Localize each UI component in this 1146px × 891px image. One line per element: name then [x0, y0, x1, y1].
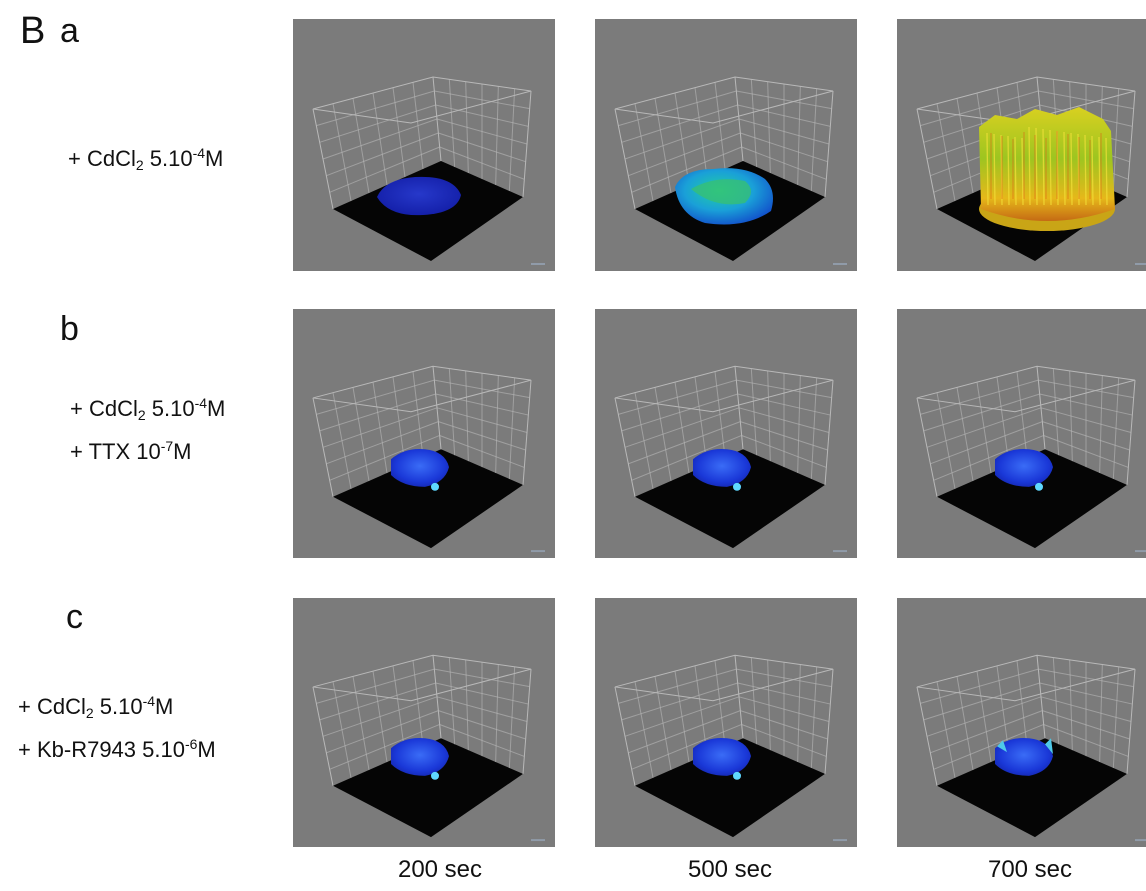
- condition-line: + CdCl2 5.10-4M: [68, 145, 224, 173]
- row-label-a: a: [60, 12, 79, 50]
- surface-graphic: [916, 365, 1146, 553]
- panel-label: B: [20, 10, 46, 52]
- condition-line: + CdCl2 5.10-4M: [70, 395, 226, 423]
- surface-plot-a-500: [595, 19, 857, 271]
- surface-graphic: [614, 76, 847, 265]
- condition-label-row-a: + CdCl2 5.10-4M: [68, 138, 223, 181]
- surface-graphic: [916, 654, 1146, 842]
- surface-plot-c-500: [595, 598, 857, 847]
- surface-graphic: [312, 654, 545, 842]
- time-label-700: 700 sec: [987, 856, 1073, 883]
- surface-plot-b-700: [897, 309, 1146, 558]
- condition-label-row-c: + CdCl2 5.10-4M + Kb-R7943 5.10-6M: [18, 686, 216, 772]
- row-label-c: c: [66, 598, 83, 636]
- surface-plot-c-700: [897, 598, 1146, 847]
- time-label-200: 200 sec: [397, 856, 483, 883]
- condition-label-row-b: + CdCl2 5.10-4M + TTX 10-7M: [70, 388, 225, 474]
- time-label-500: 500 sec: [687, 856, 773, 883]
- surface-plot-a-200: [293, 19, 555, 271]
- surface-plot-b-500: [595, 309, 857, 558]
- surface-plot-c-200: [293, 598, 555, 847]
- surface-graphic: [614, 365, 847, 553]
- row-label-b: b: [60, 310, 79, 348]
- surface-graphic: [312, 76, 545, 265]
- condition-line: + TTX 10-7M: [70, 438, 192, 464]
- condition-line: + Kb-R7943 5.10-6M: [18, 736, 216, 762]
- surface-plot-a-700: [897, 19, 1146, 271]
- surface-graphic: [916, 76, 1146, 265]
- surface-graphic: [614, 654, 847, 842]
- surface-graphic: [312, 365, 545, 553]
- surface-plot-b-200: [293, 309, 555, 558]
- condition-line: + CdCl2 5.10-4M: [18, 693, 174, 721]
